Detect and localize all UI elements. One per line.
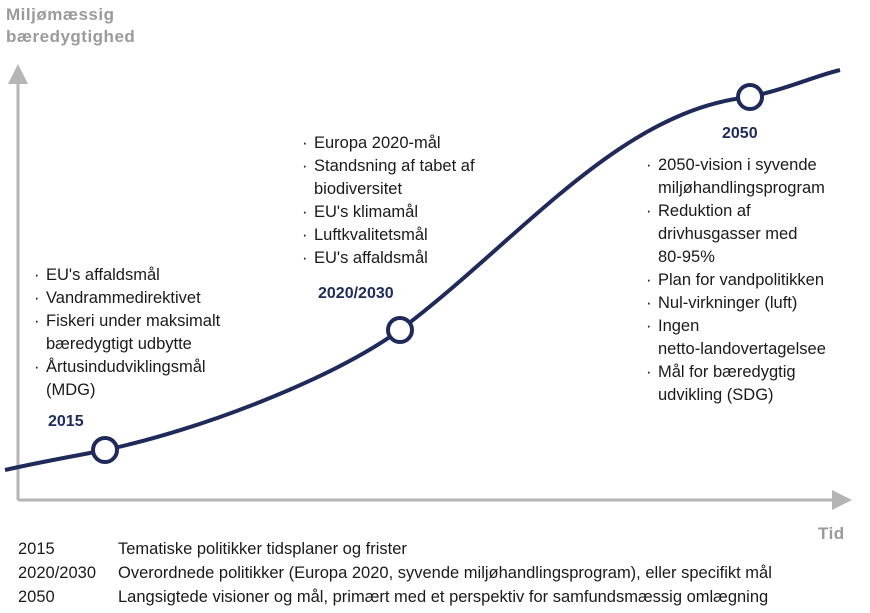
x-axis-label: Tid (818, 524, 845, 543)
legend-text: Overordnede politikker (Europa 2020, syv… (118, 564, 772, 582)
bullet-text: Nul-virkninger (luft) (658, 294, 798, 312)
bullet: · (302, 134, 308, 152)
legend-text: Langsigtede visioner og mål, primært med… (118, 588, 769, 606)
bullet-text: 80-95% (658, 248, 715, 266)
bullet: · (34, 289, 40, 307)
milestone-dot (91, 436, 119, 464)
bullet: · (34, 312, 40, 330)
bullet-text: EU's klimamål (314, 203, 418, 221)
bullet-text: Årtusindudviklingsmål (46, 358, 206, 376)
y-axis-label: Miljømæssig (6, 5, 115, 24)
bullet: · (646, 294, 652, 312)
bullet-text: Plan for vandpolitikken (658, 271, 825, 289)
bullet-text: bæredygtigt udbytte (46, 335, 192, 353)
milestone-dot (386, 316, 414, 344)
bullet: · (34, 266, 40, 284)
y-axis-label: bæredygtighed (6, 27, 136, 46)
bullet: · (646, 202, 652, 220)
bullet-text: Europa 2020-mål (314, 134, 441, 152)
legend-key: 2050 (18, 588, 55, 606)
bullet-text: miljøhandlingsprogram (658, 179, 825, 197)
bullet-text: biodiversitet (314, 180, 403, 198)
bullet: · (646, 317, 652, 335)
legend-key: 2020/2030 (18, 564, 96, 582)
bullet: · (646, 363, 652, 381)
legend-key: 2015 (18, 540, 55, 558)
bullet-text: Standsning af tabet af (314, 157, 475, 175)
bullet-text: Luftkvalitetsmål (314, 226, 428, 244)
bullet: · (302, 249, 308, 267)
bullet-text: Reduktion af (658, 202, 751, 220)
bullet-text: (MDG) (46, 381, 96, 399)
y-arrow (8, 64, 28, 84)
bullet: · (34, 358, 40, 376)
bullet: · (302, 203, 308, 221)
milestone-label: 2050 (722, 125, 758, 142)
milestone-dot (736, 83, 764, 111)
milestone-label: 2020/2030 (318, 285, 394, 302)
x-arrow (832, 490, 852, 510)
bullet-text: Vandrammedirektivet (46, 289, 201, 307)
bullet-text: Fiskeri under maksimalt (46, 312, 221, 330)
milestone-label: 2015 (48, 413, 84, 430)
bullet: · (302, 226, 308, 244)
bullet-text: netto-landovertagelsee (658, 340, 826, 358)
bullet-text: EU's affaldsmål (46, 266, 160, 284)
bullet-text: Mål for bæredygtig (658, 363, 796, 381)
bullet: · (646, 271, 652, 289)
bullet-text: Ingen (658, 317, 700, 335)
bullet-text: 2050-vision i syvende (658, 156, 817, 174)
bullet: · (646, 156, 652, 174)
bullet: · (302, 157, 308, 175)
legend-text: Tematiske politikker tidsplaner og frist… (118, 540, 407, 558)
bullet-text: udvikling (SDG) (658, 386, 774, 404)
bullet-text: EU's affaldsmål (314, 249, 428, 267)
bullet-text: drivhusgasser med (658, 225, 798, 243)
